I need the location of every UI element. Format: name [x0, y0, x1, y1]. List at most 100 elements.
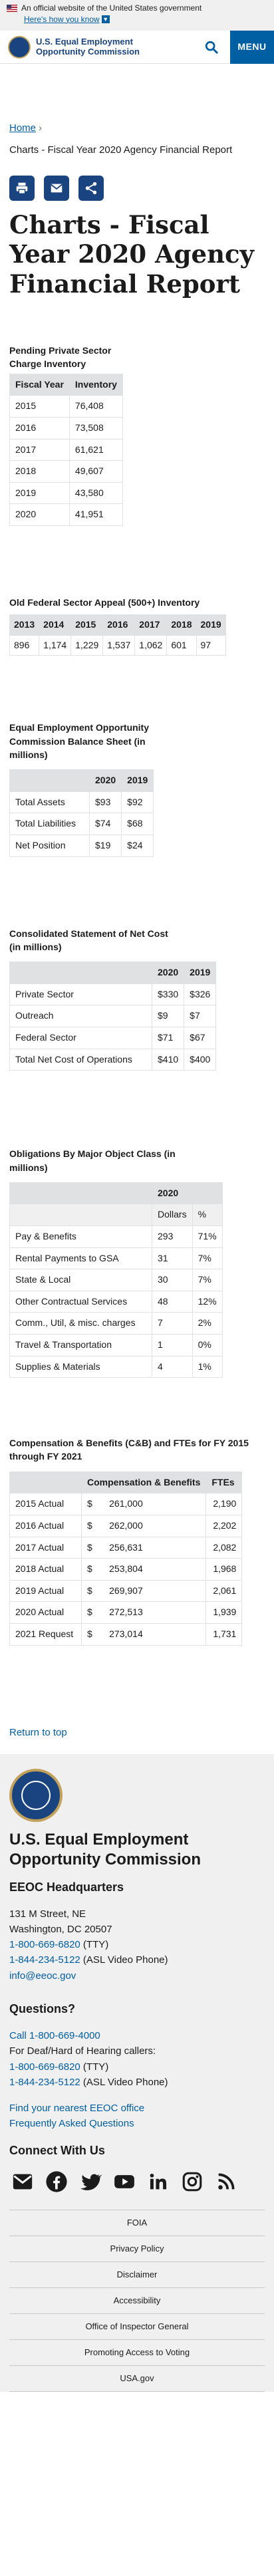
cell: Travel & Transportation — [9, 1333, 152, 1356]
cell: State & Local — [9, 1269, 152, 1291]
email-share-button[interactable] — [44, 176, 69, 201]
cell: 896 — [9, 634, 40, 656]
obligations-table: 2020 Dollars % Pay & Benefits 293 71% Rent… — [9, 1182, 223, 1378]
cell: 2017 — [9, 438, 70, 461]
search-button[interactable] — [193, 31, 230, 64]
heres-how-you-know-link[interactable]: Here's how you know ▼ — [24, 14, 110, 25]
cell: Supplies & Materials — [9, 1355, 152, 1378]
site-header: U.S. Equal Employment Opportunity Commis… — [0, 30, 274, 64]
table-row: 2016 Actual $262,000 2,202 — [9, 1514, 243, 1537]
call-link[interactable]: Call 1-800-669-4000 — [9, 2030, 100, 2042]
header-cell: % — [192, 1204, 223, 1227]
disclaimer-link[interactable]: Disclaimer — [9, 2262, 265, 2288]
instagram-link[interactable] — [179, 2168, 206, 2195]
cell: 2020 — [9, 503, 70, 526]
cell: $71 — [151, 1027, 185, 1049]
cell: Outreach — [9, 1005, 152, 1028]
q-phone-asl-link[interactable]: 1-844-234-5122 — [9, 2076, 80, 2088]
cell: 1,062 — [134, 634, 168, 656]
cell: 2,061 — [206, 1579, 243, 1603]
official-website-text: An official website of the United States… — [21, 3, 202, 13]
return-to-top-link[interactable]: Return to top — [9, 1726, 67, 1738]
cell: Net Position — [9, 835, 90, 857]
find-office-link[interactable]: Find your nearest EEOC office — [9, 2103, 145, 2115]
q-phone-tty-link[interactable]: 1-800-669-6820 — [9, 2061, 80, 2073]
page-title: Charts - Fiscal Year 2020 Agency Financi… — [9, 210, 254, 299]
menu-button[interactable]: MENU — [230, 30, 274, 64]
print-icon — [16, 182, 28, 194]
cell: Total Liabilities — [9, 813, 90, 836]
header-cell: 2015 — [70, 614, 104, 636]
share-button[interactable] — [78, 176, 104, 201]
hq-phone-asl: 1-844-234-5122 (ASL Video Phone) — [9, 1952, 265, 1968]
cell: 601 — [166, 634, 197, 656]
cell: 2015 Actual — [9, 1493, 82, 1515]
deaf-callers-text: For Deaf/Hard of Hearing callers: — [9, 2045, 156, 2057]
faq-link[interactable]: Frequently Asked Questions — [9, 2118, 134, 2130]
cell: Federal Sector — [9, 1027, 152, 1049]
header-cell: 2019 — [121, 769, 154, 792]
net-cost-section: Consolidated Statement of Net Cost (in m… — [9, 927, 265, 1071]
table-row: 2015 76,408 — [9, 395, 123, 418]
hq-email-link[interactable]: info@eeoc.gov — [9, 1970, 76, 1982]
q-phone-asl: 1-844-234-5122 (ASL Video Phone) — [9, 2075, 265, 2090]
table-row: 2015 Actual $261,000 2,190 — [9, 1493, 243, 1515]
breadcrumb-home-link[interactable]: Home — [9, 122, 37, 134]
access-to-voting-link[interactable]: Promoting Access to Voting — [9, 2340, 265, 2366]
linkedin-link[interactable] — [145, 2168, 172, 2195]
table-row: 2019 Actual $269,907 2,061 — [9, 1579, 243, 1603]
cell: 49,607 — [68, 460, 123, 483]
compensation-section: Compensation & Benefits (C&B) and FTEs f… — [9, 1436, 265, 1646]
header-cell: 2020 — [152, 1182, 223, 1205]
foia-link[interactable]: FOIA — [9, 2210, 265, 2236]
cell: 269,907 — [104, 1579, 207, 1603]
cell: $ — [81, 1558, 104, 1581]
cell: 272,513 — [104, 1601, 207, 1624]
hq-phone-tty-link[interactable]: 1-800-669-6820 — [9, 1939, 80, 1951]
table-row: 2016 73,508 — [9, 416, 123, 440]
cell: 7% — [192, 1247, 223, 1270]
facebook-link[interactable] — [43, 2168, 70, 2195]
eeoc-seal-icon[interactable] — [8, 35, 31, 59]
accessibility-link[interactable]: Accessibility — [9, 2288, 265, 2314]
cell: 71% — [192, 1225, 223, 1248]
spacer — [9, 2090, 265, 2101]
table-row: 2017 61,621 — [9, 438, 123, 461]
print-button[interactable] — [9, 176, 35, 201]
cell: $93 — [88, 791, 122, 814]
cell: Pay & Benefits — [9, 1225, 152, 1248]
header-cell: 2013 — [9, 614, 40, 636]
breadcrumb-current: Charts - Fiscal Year 2020 Agency Financi… — [9, 144, 233, 156]
cell: 256,631 — [104, 1536, 207, 1559]
table-row: 2018 49,607 — [9, 460, 123, 483]
usa-gov-link[interactable]: USA.gov — [9, 2366, 265, 2392]
spacer — [9, 1896, 265, 1906]
cell: $ — [81, 1493, 104, 1515]
cell: 1,939 — [206, 1601, 243, 1624]
header-cell — [9, 962, 152, 984]
cell: 43,580 — [68, 481, 123, 505]
federal-appeal-section: Old Federal Sector Appeal (500+) Invento… — [9, 596, 265, 656]
table-header-row: Compensation & Benefits FTEs — [9, 1471, 243, 1494]
facebook-icon — [46, 2171, 67, 2192]
header-cell: Dollars — [152, 1204, 193, 1227]
us-flag-icon — [7, 4, 17, 12]
cell: 2016 Actual — [9, 1514, 82, 1537]
email-social-link[interactable] — [9, 2168, 36, 2195]
hq-phone-asl-link[interactable]: 1-844-234-5122 — [9, 1954, 80, 1966]
breadcrumb: Home › — [9, 121, 265, 135]
inspector-general-link[interactable]: Office of Inspector General — [9, 2314, 265, 2340]
cell: 76,408 — [68, 395, 123, 418]
cell: $19 — [88, 835, 122, 857]
rss-link[interactable] — [213, 2168, 239, 2195]
cell: 30 — [152, 1269, 193, 1291]
youtube-link[interactable] — [111, 2168, 138, 2195]
table-row: Total Liabilities $74 $68 — [9, 813, 154, 836]
table-row: 2021 Request $273,014 1,731 — [9, 1622, 243, 1646]
table-row: Supplies & Materials 4 1% — [9, 1355, 223, 1378]
table-row: Outreach $9 $7 — [9, 1005, 217, 1028]
agency-name[interactable]: U.S. Equal Employment Opportunity Commis… — [36, 36, 140, 57]
twitter-link[interactable] — [77, 2168, 104, 2195]
privacy-policy-link[interactable]: Privacy Policy — [9, 2236, 265, 2262]
questions-heading: Questions? — [9, 2001, 76, 2015]
